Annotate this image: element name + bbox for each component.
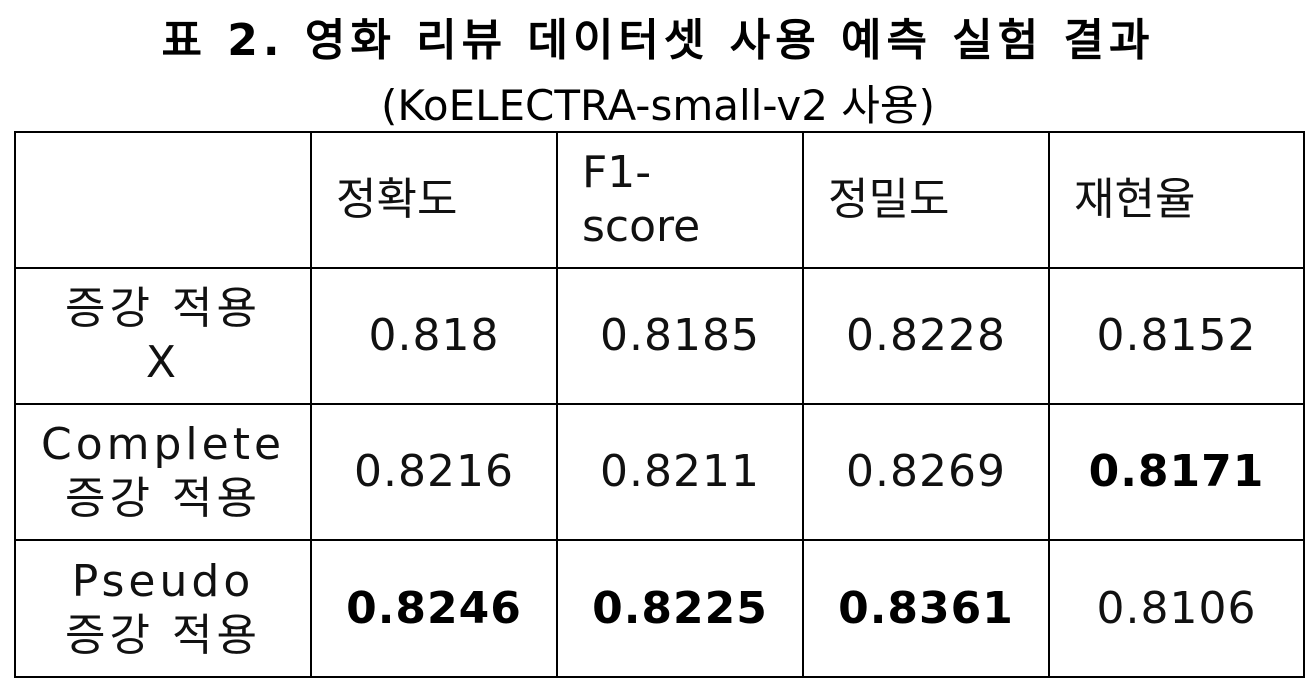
header-f1-part1: F1- xyxy=(582,147,652,198)
header-row: 정확도 F1- score 정밀도 재현율 xyxy=(14,131,1305,269)
table-row: 증강 적용 X 0.818 0.8185 0.8228 0.8152 xyxy=(14,267,1305,405)
table-row: Complete 증강 적용 0.8216 0.8211 0.8269 0.817… xyxy=(14,403,1305,541)
cell-precision-best: 0.8361 xyxy=(802,539,1050,678)
header-cell-empty xyxy=(14,131,312,269)
cell-accuracy: 0.8216 xyxy=(310,403,558,541)
row-label: Pseudo 증강 적용 xyxy=(14,539,312,678)
row-label-line2: X xyxy=(145,337,181,388)
cell-f1-score: 0.8211 xyxy=(556,403,804,541)
cell-precision: 0.8228 xyxy=(802,267,1050,405)
header-f1-score: F1- score xyxy=(556,131,804,269)
cell-recall: 0.8106 xyxy=(1048,539,1305,678)
row-label: 증강 적용 X xyxy=(14,267,312,405)
header-f1-part2: score xyxy=(582,201,701,252)
row-label: Complete 증강 적용 xyxy=(14,403,312,541)
results-table: 정확도 F1- score 정밀도 재현율 증강 적용 X 0.818 0.8185… xyxy=(14,131,1305,678)
row-label-line2: 증강 적용 xyxy=(65,473,261,524)
header-precision: 정밀도 xyxy=(802,131,1050,269)
row-label-line1: Complete xyxy=(40,419,286,470)
cell-accuracy: 0.818 xyxy=(310,267,558,405)
header-accuracy: 정확도 xyxy=(310,131,558,269)
cell-recall-best: 0.8171 xyxy=(1048,403,1305,541)
table-caption-line1: 표 2. 영화 리뷰 데이터셋 사용 예측 실험 결과 xyxy=(161,15,1155,66)
table-caption-line2: (KoELECTRA-small-v2 사용) xyxy=(381,81,935,130)
row-label-line1: Pseudo xyxy=(71,555,255,607)
cell-accuracy-best: 0.8246 xyxy=(310,539,558,678)
header-recall: 재현율 xyxy=(1048,131,1305,269)
cell-precision: 0.8269 xyxy=(802,403,1050,541)
table-row: Pseudo 증강 적용 0.8246 0.8225 0.8361 0.8106 xyxy=(14,539,1305,678)
cell-f1-score-best: 0.8225 xyxy=(556,539,804,678)
cell-f1-score: 0.8185 xyxy=(556,267,804,405)
cell-recall: 0.8152 xyxy=(1048,267,1305,405)
row-label-line1: 증강 적용 xyxy=(65,283,261,334)
row-label-line2: 증강 적용 xyxy=(65,609,261,661)
